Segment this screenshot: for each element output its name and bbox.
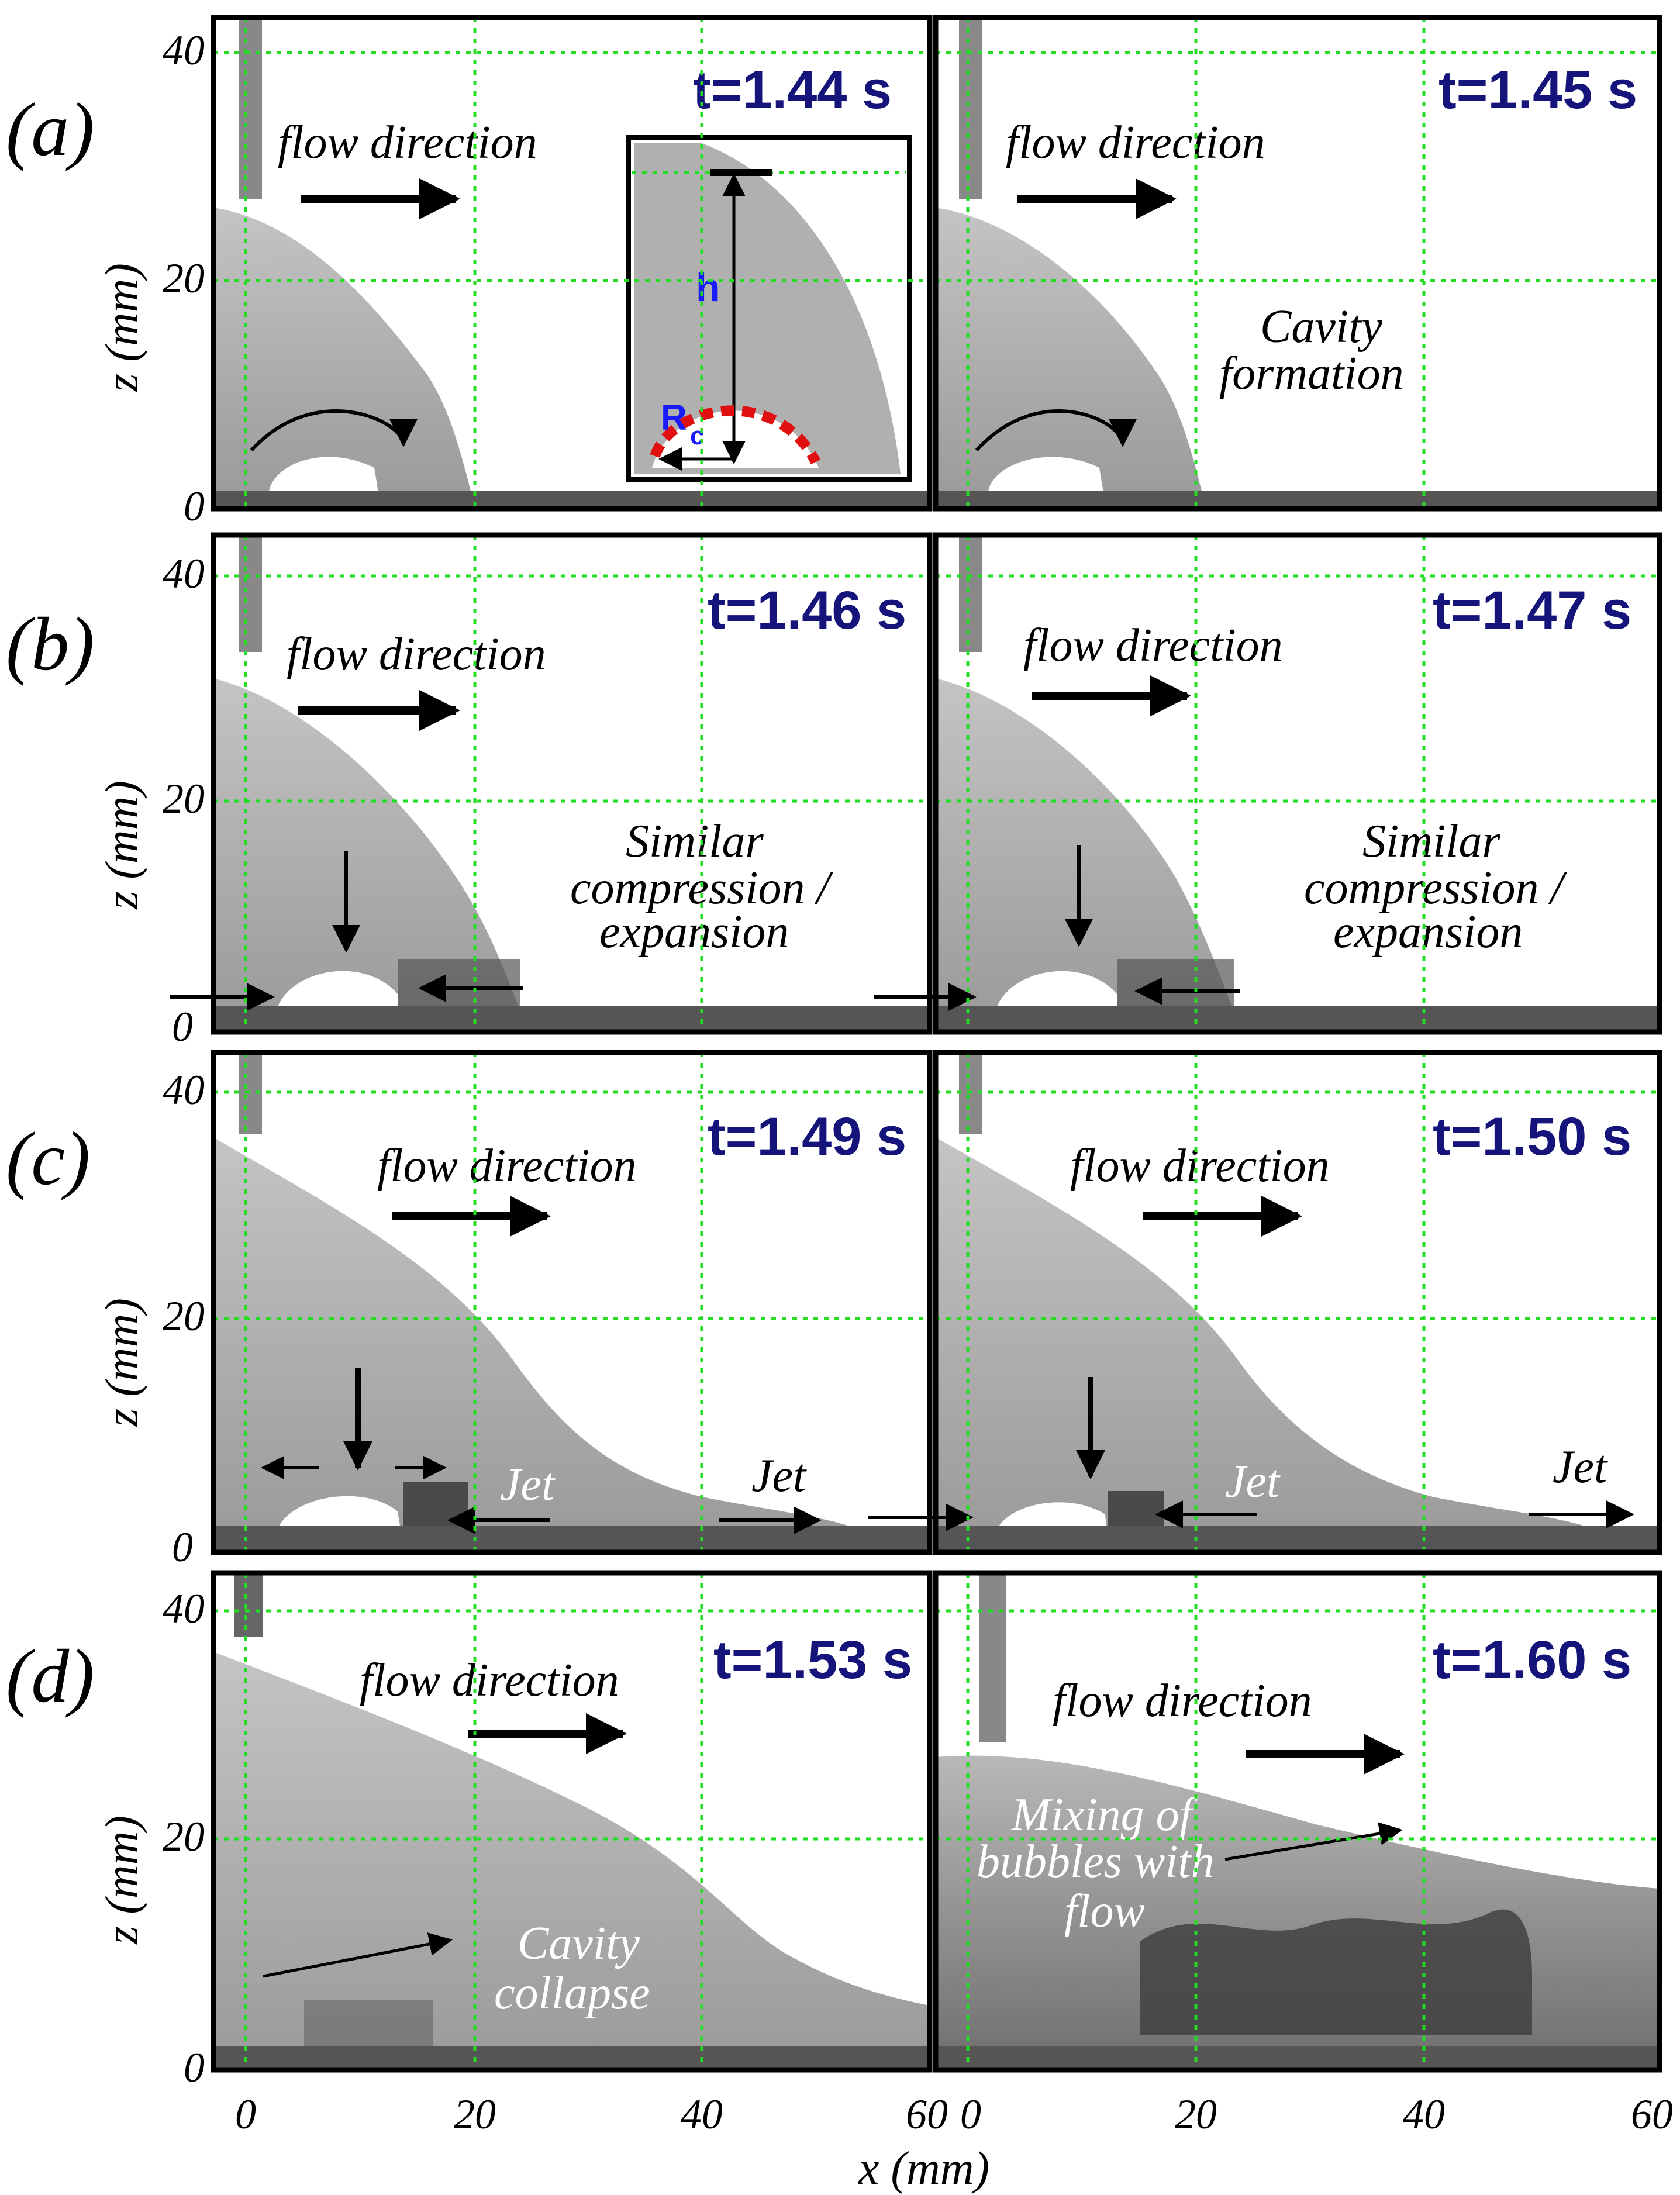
time-a-right: t=1.45 s: [1438, 60, 1637, 120]
row-label-d: (d): [6, 1634, 95, 1718]
collapse-label-1: Cavity: [518, 1918, 640, 1969]
inset-h-label: h: [696, 265, 720, 310]
y-axis-label-d: z (mm): [96, 1816, 148, 1945]
x-axis-label: x (mm): [858, 2143, 989, 2194]
time-d-right: t=1.60 s: [1433, 1630, 1631, 1690]
x-tick-left-20: 20: [454, 2091, 496, 2138]
flow-label-c-left: flow direction: [377, 1140, 637, 1192]
similar-label-left-1: Similar: [626, 816, 764, 867]
jet-label-c-right-1: Jet: [1225, 1456, 1281, 1507]
flow-label-a-left: flow direction: [278, 117, 537, 168]
x-axis: 0 20 40 60 0 20 40 60 x (mm): [235, 2091, 1673, 2194]
similar-label-right-2: compression /: [1304, 862, 1567, 914]
y-tick-b-20: 20: [163, 775, 205, 822]
row-b: (b) flow direction t=1.46 s Similar comp…: [6, 532, 1662, 1035]
x-tick-right-40: 40: [1403, 2091, 1445, 2138]
time-b-left: t=1.46 s: [708, 581, 906, 640]
jet-label-c-left-2: Jet: [751, 1450, 807, 1502]
cavity-formation-label-1: Cavity: [1260, 301, 1382, 353]
jet-label-c-right-2: Jet: [1553, 1441, 1608, 1493]
y-axis-label-b: z (mm): [96, 781, 148, 910]
similar-label-right-1: Similar: [1362, 816, 1500, 867]
flow-label-a-right: flow direction: [1006, 117, 1265, 168]
panel-c-right: flow direction t=1.50 s Jet Jet: [868, 1050, 1662, 1555]
grid-d-left: [213, 1573, 930, 2070]
inset-r-label: R: [661, 398, 687, 438]
time-c-left: t=1.49 s: [708, 1107, 906, 1166]
cavity-formation-label-2: formation: [1219, 348, 1404, 399]
row-c: (c) flow direction t=1.49 s Jet Jet: [6, 1050, 1662, 1555]
panel-d-right: flow direction t=1.60 s Mixing of bubble…: [933, 1570, 1662, 2073]
row-a: (a) flow direction t=1.44 s h: [6, 15, 1662, 512]
y-tick-a-40: 40: [163, 27, 205, 74]
y-axis-labels: z (mm) z (mm) z (mm) z (mm) 40 20 0 40 2…: [96, 27, 205, 2091]
flow-label-b-right: flow direction: [1023, 620, 1283, 671]
y-tick-a-20: 20: [163, 255, 205, 302]
flow-label-c-right: flow direction: [1070, 1140, 1330, 1192]
grid-d-right: [936, 1573, 1660, 2070]
mixing-label-2: bubbles with: [977, 1836, 1215, 1887]
grid-b-left: [213, 535, 930, 1032]
y-tick-c-40: 40: [163, 1067, 205, 1113]
grid-b-right: [936, 535, 1660, 1032]
panel-a-left: flow direction t=1.44 s h R c: [211, 15, 933, 512]
similar-label-right-3: expansion: [1333, 906, 1523, 958]
y-axis-label-c: z (mm): [96, 1298, 148, 1427]
y-tick-d-40: 40: [163, 1585, 205, 1632]
panel-a-right: flow direction t=1.45 s Cavity formation: [933, 15, 1662, 512]
x-tick-left-60: 60: [906, 2091, 948, 2138]
inset-cavity-geometry: h R c: [626, 135, 912, 482]
y-tick-d-0: 0: [184, 2044, 205, 2091]
inset-r-subscript: c: [690, 422, 704, 450]
y-tick-b-0: 0: [172, 1003, 193, 1050]
grid-a-left: [213, 18, 930, 509]
jet-label-c-left-1: Jet: [500, 1459, 556, 1510]
y-tick-b-40: 40: [163, 550, 205, 597]
panel-b-left: flow direction t=1.46 s Similar compress…: [170, 532, 933, 1035]
x-tick-left-40: 40: [681, 2091, 723, 2138]
collapse-label-2: collapse: [494, 1968, 650, 2019]
panel-c-left: flow direction t=1.49 s Jet Jet: [211, 1050, 933, 1555]
time-c-right: t=1.50 s: [1433, 1107, 1631, 1166]
y-tick-a-0: 0: [184, 483, 205, 530]
x-tick-right-60: 60: [1631, 2091, 1673, 2138]
time-d-left: t=1.53 s: [713, 1630, 912, 1690]
row-label-a: (a): [6, 88, 95, 172]
panel-b-right: flow direction t=1.47 s Similar compress…: [874, 532, 1662, 1035]
y-tick-d-20: 20: [163, 1813, 205, 1860]
flow-label-d-left: flow direction: [360, 1655, 619, 1706]
y-axis-label-a: z (mm): [96, 263, 148, 392]
y-tick-c-20: 20: [163, 1293, 205, 1340]
row-label-b: (b): [6, 602, 95, 686]
x-tick-right-0: 0: [960, 2091, 981, 2138]
flow-label-d-right: flow direction: [1053, 1675, 1312, 1727]
grid-c-left: [213, 1052, 930, 1552]
panel-d-left: flow direction t=1.53 s Cavity collapse: [211, 1570, 933, 2073]
grid-a-right: [936, 18, 1660, 509]
similar-label-left-3: expansion: [599, 906, 789, 958]
mixing-label-3: flow: [1064, 1886, 1145, 1937]
x-tick-left-0: 0: [235, 2091, 256, 2138]
grid-c-right: [936, 1052, 1660, 1552]
y-tick-c-0: 0: [172, 1524, 193, 1571]
time-b-right: t=1.47 s: [1433, 581, 1631, 640]
row-d: (d) flow direction t=1.53 s Cavity colla…: [6, 1570, 1662, 2073]
row-label-c: (c): [6, 1117, 90, 1201]
mixing-label-1: Mixing of: [1011, 1789, 1198, 1841]
x-tick-right-20: 20: [1175, 2091, 1217, 2138]
flow-label-b-left: flow direction: [287, 629, 546, 680]
time-a-left: t=1.44 s: [693, 60, 892, 120]
